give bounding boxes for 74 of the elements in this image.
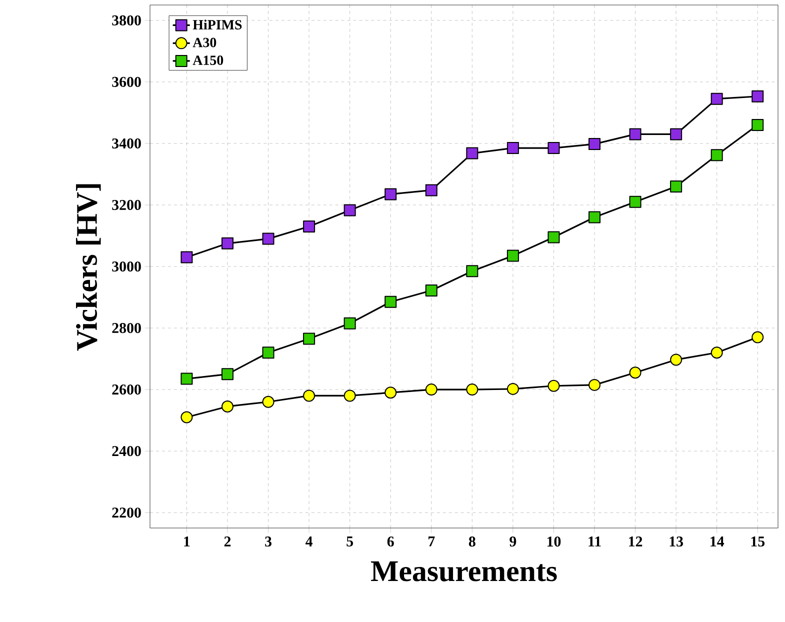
x-tick-label: 7 [428,536,435,546]
x-tick-label: 8 [468,536,476,547]
y-tick-label: 3200 [112,200,141,210]
point [752,331,764,344]
point [670,354,682,366]
point [384,296,397,308]
point [180,372,193,385]
x-tick-label: 15 [751,536,765,547]
y-tick-label: 3000 [112,261,141,272]
x-tick-label: 12 [629,536,642,546]
x-tick-label: 6 [387,536,394,547]
point [710,346,723,359]
point [506,250,519,262]
point [221,400,234,412]
point [670,128,682,140]
point [303,220,316,233]
point [506,382,519,395]
point [506,142,519,154]
point [344,204,356,216]
x-tick-label: 1 [184,536,190,546]
point [588,378,600,391]
point [670,180,682,193]
x-tick-label: 3 [265,536,272,547]
y-tick-label: 2400 [112,446,141,456]
y-tick-label: 3400 [112,138,141,148]
point [425,284,438,296]
point [384,188,397,200]
legend-label: A30 [192,38,216,48]
point [180,411,193,424]
x-tick-label: 9 [510,536,516,547]
point [710,92,723,105]
y-axis-title: Vickers [HV] [76,184,101,351]
legend-label: A150 [192,56,224,65]
point [303,332,316,345]
point [221,368,234,380]
point [588,138,600,150]
point [548,142,560,154]
point [425,184,438,196]
y-tick-label: 3800 [112,15,141,26]
x-axis-title: Measurements [371,561,557,582]
point [344,317,356,330]
point [384,386,397,399]
point [221,237,234,250]
point [588,211,600,224]
x-tick-label: 11 [588,536,601,546]
point [466,265,478,278]
x-tick-label: 14 [710,536,724,546]
point [180,251,193,264]
point [752,90,764,102]
point [425,384,438,396]
point [629,128,642,140]
point [262,346,274,359]
point [710,149,723,162]
point [548,380,560,392]
point [303,390,316,402]
x-tick-label: 13 [670,536,684,547]
y-tick-label: 2200 [112,508,141,518]
point [629,196,642,208]
point [262,396,274,408]
point [629,366,642,379]
point [262,232,274,245]
x-tick-label: 2 [224,536,231,546]
point [752,118,764,131]
x-tick-label: 5 [346,536,354,546]
x-tick-label: 10 [547,536,561,547]
y-tick-label: 2600 [112,384,141,395]
y-tick-label: 3600 [112,76,141,87]
y-tick-label: 2800 [112,322,141,334]
point [548,231,560,244]
x-tick-label: 4 [306,536,312,546]
point [344,390,356,402]
legend-label: HiPIMS [192,20,242,30]
point [466,384,478,396]
point [466,147,478,160]
